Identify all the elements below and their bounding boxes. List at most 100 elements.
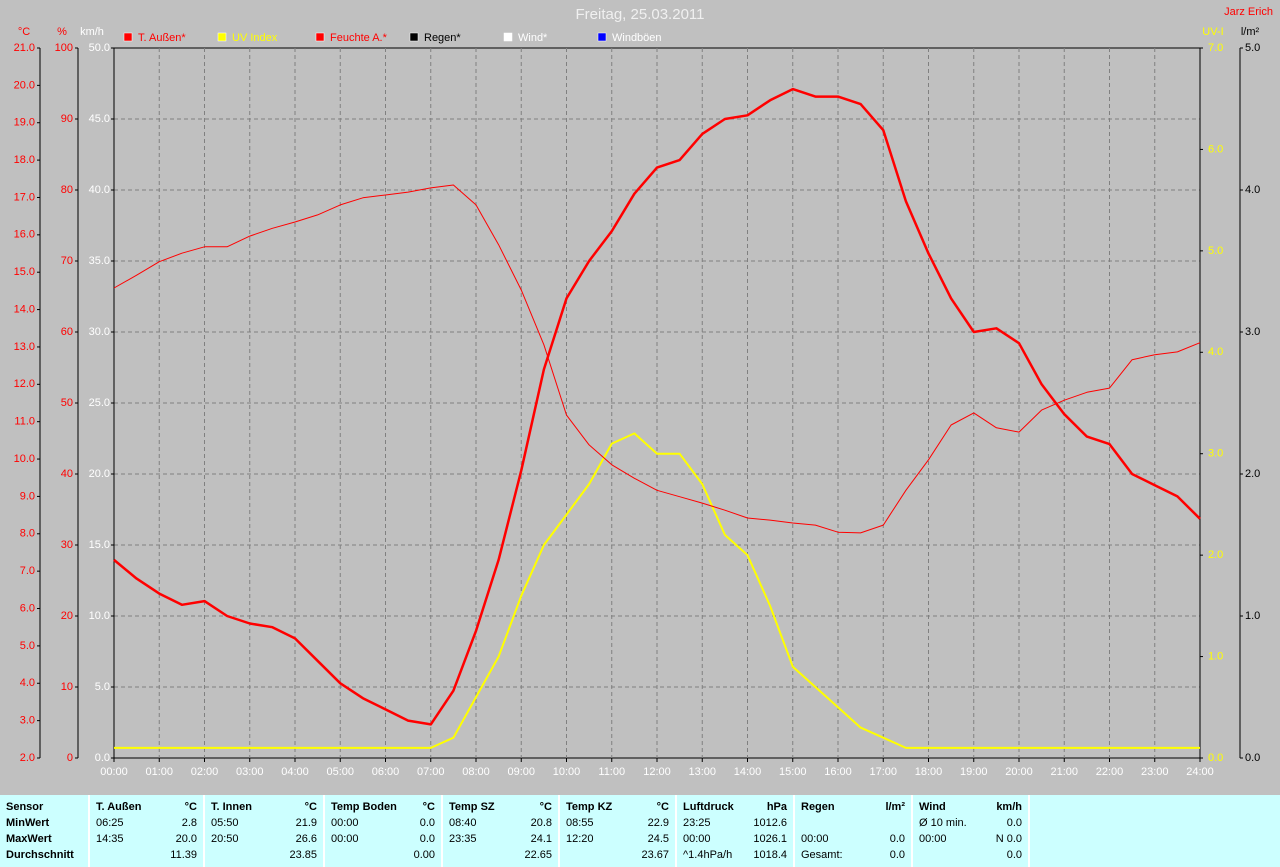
y-tick-label: 5.0 — [20, 640, 35, 652]
table-row: 00:00 1026.1 — [683, 831, 787, 847]
x-tick-label: 18:00 — [915, 766, 943, 778]
legend-label: Regen* — [424, 32, 461, 44]
row-label-row: Durchschnitt — [6, 847, 82, 863]
y-tick-label: 18.0 — [14, 154, 35, 166]
y-tick-label: 40.0 — [89, 184, 110, 196]
cell-time: Ø 10 min. — [919, 817, 967, 829]
y-tick-label: 13.0 — [14, 341, 35, 353]
axis-title: UV-I — [1202, 26, 1223, 38]
x-tick-label: 05:00 — [326, 766, 354, 778]
y-tick-label: 5.0 — [1208, 245, 1223, 257]
table-row: 14:35 20.0 — [96, 831, 197, 847]
y-tick-label: 6.0 — [1208, 143, 1223, 155]
cell-value: 22.9 — [647, 817, 669, 829]
table-row: 23:35 24.1 — [449, 831, 552, 847]
cell-value: 22.65 — [524, 849, 552, 861]
cell-time: 05:50 — [211, 817, 239, 829]
table-row: 11.39 — [96, 847, 197, 863]
y-tick-label: 45.0 — [89, 113, 110, 125]
cell-value: 0.0 — [1006, 849, 1022, 861]
cell-value: 2.8 — [181, 817, 197, 829]
group-header: T. Außen °C — [96, 799, 197, 815]
legend-label: Wind* — [518, 32, 548, 44]
cell-time: 00:00 — [801, 833, 829, 845]
cell-value: 24.1 — [530, 833, 552, 845]
group-column: T. Außen °C 06:25 2.8 14:35 20.0 11.39 — [90, 795, 205, 867]
y-tick-label: 80 — [61, 184, 73, 196]
table-row: ^1.4hPa/h 1018.4 — [683, 847, 787, 863]
cell-time: 12:20 — [566, 833, 594, 845]
y-tick-label: 2.0 — [1245, 468, 1260, 480]
x-tick-label: 10:00 — [553, 766, 581, 778]
y-tick-label: 4.0 — [20, 677, 35, 689]
y-tick-label: 2.0 — [1208, 549, 1223, 561]
legend-label: Feuchte A.* — [330, 32, 388, 44]
legend-swatch — [409, 32, 419, 42]
group-column: T. Innen °C 05:50 21.9 20:50 26.6 23.85 — [205, 795, 325, 867]
group-header: T. Innen °C — [211, 799, 317, 815]
group-unit: °C — [539, 801, 552, 813]
y-tick-label: 40 — [61, 468, 73, 480]
y-tick-label: 15.0 — [89, 539, 110, 551]
cell-value: 0.0 — [889, 833, 905, 845]
x-tick-label: 23:00 — [1141, 766, 1169, 778]
table-row: 08:55 22.9 — [566, 815, 669, 831]
x-tick-label: 13:00 — [688, 766, 716, 778]
cell-time: 00:00 — [683, 833, 711, 845]
x-tick-label: 20:00 — [1005, 766, 1033, 778]
axis-title: l/m² — [1241, 26, 1260, 38]
cell-time: 14:35 — [96, 833, 124, 845]
row-label-row: Sensor — [6, 799, 82, 815]
cell-value: 1026.1 — [753, 833, 787, 845]
row-label-row: MinWert — [6, 815, 82, 831]
y-tick-label: 20.0 — [14, 79, 35, 91]
chart: Freitag, 25.03.2011 Jarz Erich 00:00 01:0… — [14, 6, 1273, 778]
cell-time: 20:50 — [211, 833, 239, 845]
cell-value: 23.85 — [289, 849, 317, 861]
table-row: 08:40 20.8 — [449, 815, 552, 831]
group-column: Regen l/m² 00:00 0.0 Gesamt: 0.0 — [795, 795, 913, 867]
group-name: T. Innen — [211, 801, 252, 813]
cell-value: 0.0 — [889, 849, 905, 861]
cell-value: 1018.4 — [753, 849, 787, 861]
y-tick-label: 10.0 — [14, 453, 35, 465]
x-tick-label: 17:00 — [869, 766, 897, 778]
x-tick-label: 15:00 — [779, 766, 807, 778]
y-tick-label: 25.0 — [89, 397, 110, 409]
cell-time: 23:35 — [449, 833, 477, 845]
table-row: 00:00 0.0 — [801, 831, 905, 847]
chart-title: Freitag, 25.03.2011 — [576, 6, 705, 23]
group-unit: °C — [422, 801, 435, 813]
table-row: 0.0 — [919, 847, 1022, 863]
cell-value: 0.0 — [419, 817, 435, 829]
y-tick-label: 7.0 — [1208, 42, 1223, 54]
y-tick-label: 5.0 — [95, 681, 110, 693]
table-row: 23.85 — [211, 847, 317, 863]
x-tick-label: 09:00 — [507, 766, 535, 778]
table-row: 20:50 26.6 — [211, 831, 317, 847]
y-tick-label: 2.0 — [20, 752, 35, 764]
y-tick-label: 4.0 — [1208, 346, 1223, 358]
x-tick-label: 14:00 — [734, 766, 762, 778]
y-tick-label: 21.0 — [14, 42, 35, 54]
legend-label: Windböen — [612, 32, 662, 44]
cell-value: 20.0 — [175, 833, 197, 845]
group-column: Temp KZ °C 08:55 22.9 12:20 24.5 23.67 — [560, 795, 677, 867]
y-tick-label: 0 — [67, 752, 73, 764]
y-tick-label: 9.0 — [20, 490, 35, 502]
y-tick-label: 3.0 — [1245, 326, 1260, 338]
y-tick-label: 30 — [61, 539, 73, 551]
group-header: Temp KZ °C — [566, 799, 669, 815]
x-tick-label: 02:00 — [191, 766, 219, 778]
table-row: 0.00 — [331, 847, 435, 863]
table-row: 00:00 0.0 — [331, 831, 435, 847]
table-row: Gesamt: 0.0 — [801, 847, 905, 863]
table-row: 05:50 21.9 — [211, 815, 317, 831]
y-tick-label: 20.0 — [89, 468, 110, 480]
cell-value: 21.9 — [295, 817, 317, 829]
corner-text: Jarz Erich — [1224, 6, 1273, 18]
data-line — [114, 432, 1200, 749]
group-column: Temp Boden °C 00:00 0.0 00:00 0.0 0.00 — [325, 795, 443, 867]
x-tick-label: 04:00 — [281, 766, 309, 778]
table-row: 00:00 N 0.0 — [919, 831, 1022, 847]
